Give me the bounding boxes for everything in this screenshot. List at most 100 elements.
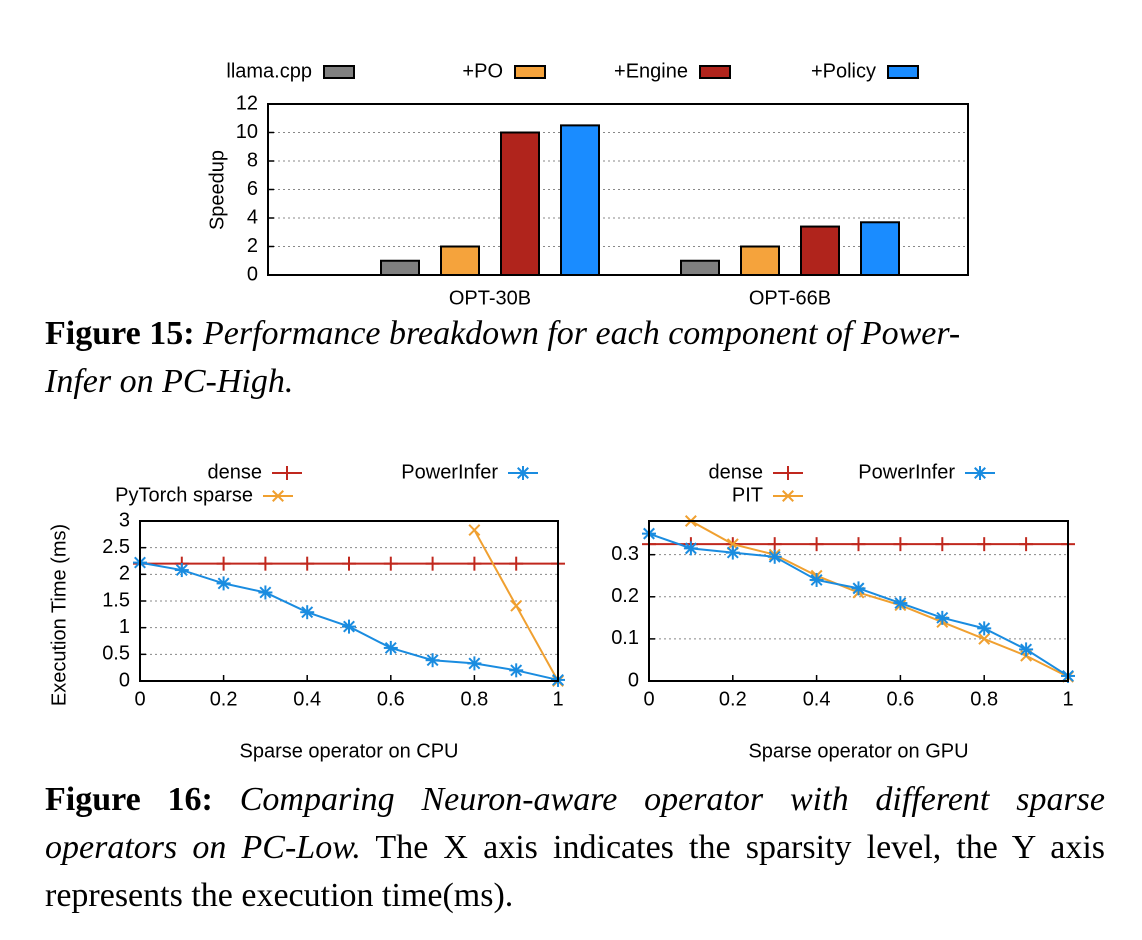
x-tick-label: 0.6 — [377, 688, 405, 710]
x-tick-label: 1 — [1062, 688, 1073, 710]
y-tick-label: 0 — [119, 669, 130, 691]
marker — [216, 576, 231, 591]
legend-label: PIT — [732, 484, 763, 506]
bar — [860, 221, 900, 276]
legend-label: dense — [208, 461, 263, 483]
legend-label: +Policy — [811, 60, 876, 82]
x-tick-label: 0.4 — [293, 688, 321, 710]
marker — [467, 556, 482, 571]
x-tick-label: 0.2 — [719, 688, 747, 710]
marker-stroke — [343, 620, 355, 633]
marker-stroke — [726, 546, 739, 559]
marker — [342, 556, 356, 571]
bar — [560, 124, 600, 276]
marker-stroke — [217, 577, 230, 590]
marker — [725, 545, 740, 560]
x-tick-label: 0.8 — [460, 688, 488, 710]
marker — [767, 537, 782, 552]
y-tick-label: 12 — [236, 92, 258, 114]
legend-label: +Engine — [614, 60, 688, 82]
marker-stroke — [301, 606, 314, 619]
marker-stroke — [936, 611, 949, 624]
y-tick-label: 0.2 — [611, 585, 639, 607]
marker — [216, 556, 231, 571]
marker-stroke — [1020, 643, 1033, 656]
legend-marker — [781, 466, 795, 480]
y-tick-label: 0.1 — [611, 627, 639, 649]
bar — [800, 225, 840, 277]
marker-stroke — [510, 664, 523, 677]
marker-stroke — [384, 641, 397, 654]
marker-stroke — [810, 573, 823, 586]
bar — [440, 245, 480, 276]
legend-marker — [782, 490, 794, 502]
marker-stroke — [426, 654, 439, 667]
marker — [467, 656, 482, 671]
x-axis-label: Sparse operator on CPU — [239, 740, 458, 762]
y-tick-label: 6 — [247, 178, 258, 200]
legend-label: dense — [709, 461, 764, 483]
marker-stroke — [894, 597, 907, 610]
caption-line: Infer on PC-High. — [45, 358, 1115, 406]
legend-swatch — [887, 65, 919, 79]
caption-text: The X axis indicates the sparsity level,… — [45, 829, 1105, 914]
marker-stroke — [272, 490, 284, 502]
y-tick-label: 2 — [119, 563, 130, 585]
marker — [893, 537, 908, 552]
x-axis-label: Sparse operator on GPU — [748, 740, 968, 762]
marker-stroke — [510, 599, 523, 612]
marker — [510, 599, 523, 612]
marker — [935, 610, 950, 625]
marker-stroke — [974, 467, 986, 479]
x-tick-label: 0.2 — [210, 688, 238, 710]
legend-label: PowerInfer — [858, 461, 955, 483]
legend-marker — [973, 466, 987, 480]
marker — [468, 524, 481, 537]
y-tick-label: 3 — [119, 509, 130, 531]
caption-label: Figure 16: — [45, 781, 213, 818]
marker — [767, 549, 782, 564]
marker — [978, 632, 991, 645]
legend-label: PowerInfer — [401, 461, 498, 483]
x-tick-label: 0.4 — [803, 688, 831, 710]
legend-swatch — [699, 65, 731, 79]
caption-text: Comparing Neuron-aware operator with dif… — [45, 781, 1106, 866]
marker — [509, 663, 524, 678]
marker — [809, 537, 824, 552]
x-tick-label: OPT-30B — [449, 287, 531, 309]
marker — [726, 538, 739, 551]
caption-15: Figure 15: Performance breakdown for eac… — [45, 310, 1115, 406]
marker — [851, 581, 866, 596]
plot-frame — [139, 520, 559, 682]
x-tick-label: 1 — [552, 688, 563, 710]
bar — [680, 259, 720, 276]
plot-frame — [267, 103, 969, 276]
marker — [174, 563, 189, 578]
caption-16: Figure 16: Comparing Neuron-aware operat… — [45, 776, 1105, 920]
marker — [809, 572, 824, 587]
marker — [1019, 537, 1034, 552]
y-tick-label: 4 — [247, 206, 258, 228]
caption-line: Figure 15: Performance breakdown for eac… — [45, 310, 1115, 358]
caption-text: Infer on PC-High. — [45, 363, 294, 400]
marker — [935, 537, 950, 552]
marker — [1019, 642, 1034, 657]
marker — [258, 556, 273, 571]
marker — [383, 640, 398, 655]
y-tick-label: 1.5 — [102, 589, 130, 611]
marker-stroke — [726, 538, 739, 551]
bar — [740, 245, 780, 276]
y-tick-label: 0 — [628, 669, 639, 691]
x-tick-label: 0 — [643, 688, 654, 710]
marker — [300, 556, 315, 571]
marker — [893, 596, 908, 611]
y-axis-label: Speedup — [206, 150, 228, 230]
legend-swatch — [514, 65, 546, 79]
x-tick-label: 0 — [134, 688, 145, 710]
marker — [977, 621, 992, 636]
marker-stroke — [517, 467, 529, 479]
y-tick-label: 0.5 — [102, 643, 130, 665]
bar — [500, 131, 540, 276]
